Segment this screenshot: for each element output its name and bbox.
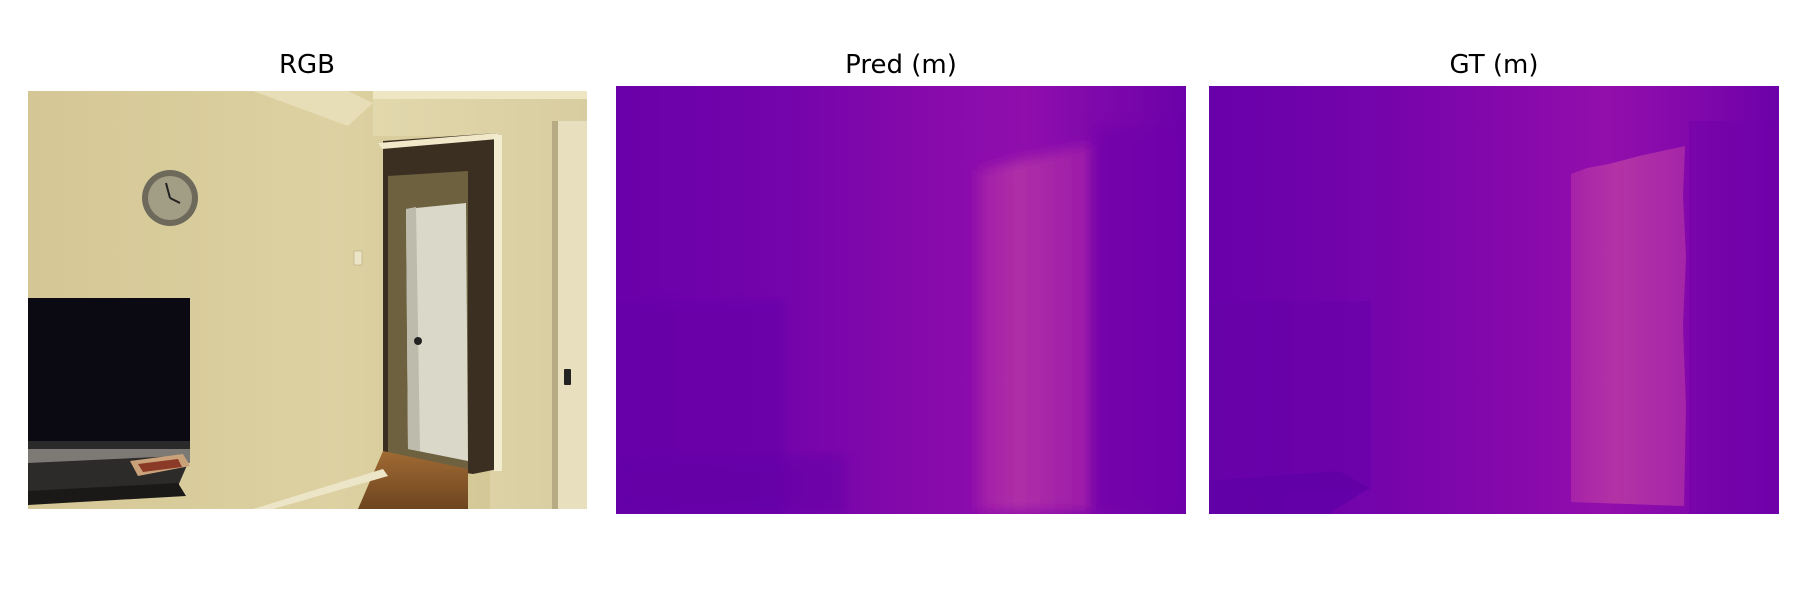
pred-depth-map — [616, 86, 1186, 514]
gt-panel-title: GT (m) — [1449, 50, 1539, 80]
rgb-image — [28, 91, 587, 509]
rgb-panel-title: RGB — [278, 50, 336, 80]
gt-depth-map — [1209, 86, 1779, 514]
pred-panel-title: Pred (m) — [845, 50, 957, 80]
